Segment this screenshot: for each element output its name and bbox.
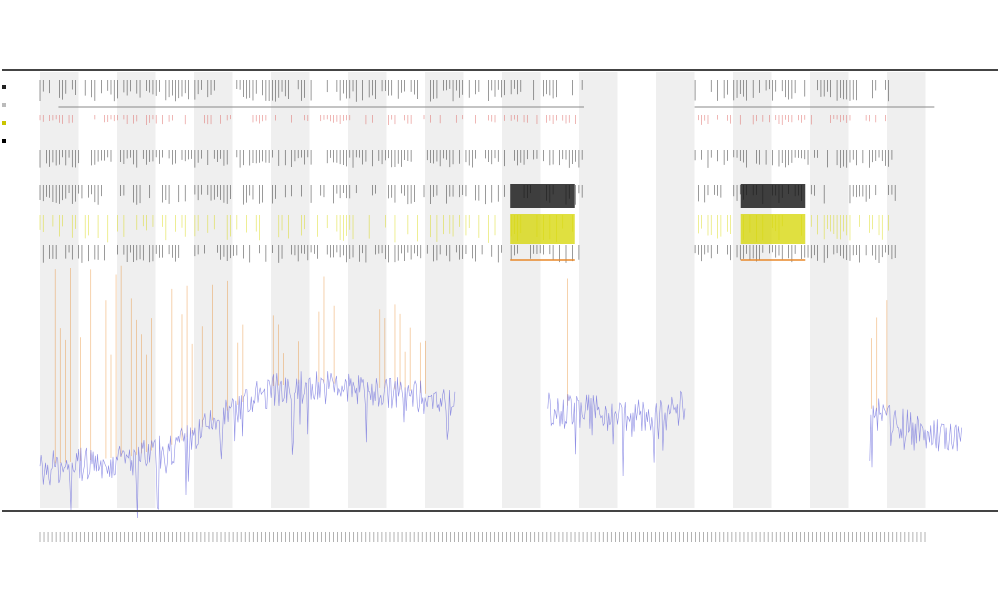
- background-band: [810, 72, 849, 508]
- background-band: [579, 72, 618, 508]
- legend: [2, 78, 18, 150]
- constant-bar-dark: [510, 184, 575, 208]
- bottom-rule: [2, 510, 998, 512]
- background-band: [194, 72, 233, 508]
- background-band: [733, 72, 772, 508]
- legend-swatch: [2, 121, 6, 125]
- legend-item: [2, 96, 18, 114]
- background-band: [425, 72, 464, 508]
- legend-swatch: [2, 85, 6, 89]
- legend-swatch: [2, 139, 6, 143]
- background-band: [271, 72, 310, 508]
- constant-bar-highlight: [740, 214, 806, 244]
- background-band: [656, 72, 695, 508]
- background-band: [348, 72, 387, 508]
- background-band: [40, 72, 79, 508]
- legend-item: [2, 132, 18, 150]
- series-line: [39, 371, 962, 519]
- top-rule: [2, 69, 998, 71]
- legend-item: [2, 114, 18, 132]
- constant-bar-highlight: [510, 214, 575, 244]
- background-band: [502, 72, 541, 508]
- constant-bar-dark: [740, 184, 806, 208]
- legend-swatch: [2, 103, 6, 107]
- background-band: [887, 72, 926, 508]
- legend-item: [2, 78, 18, 96]
